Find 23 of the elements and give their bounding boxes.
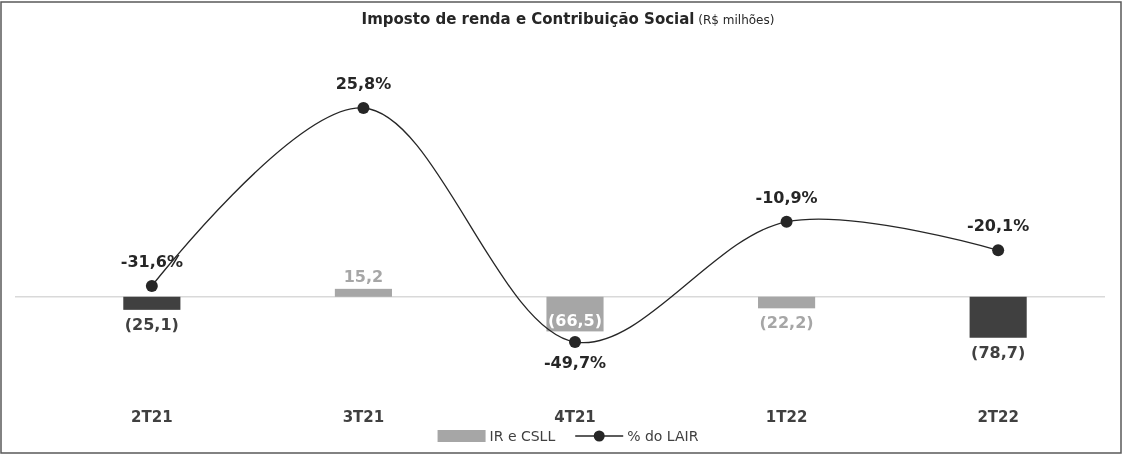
text: (R$ milhões) [694, 13, 775, 27]
point [569, 336, 581, 349]
data-label: (22,2) [759, 313, 814, 333]
data-label: -20,1% [967, 216, 1030, 236]
x-tick-label: 1T22 [765, 407, 808, 426]
data-label: (66,5) [547, 311, 603, 331]
data-label: -49,7% [543, 353, 607, 373]
data-label: (78,7) [971, 342, 1026, 362]
point [357, 102, 370, 115]
x-tick-label: 2T21 [131, 407, 173, 426]
point [992, 244, 1005, 257]
point [780, 215, 793, 228]
point [145, 279, 158, 292]
data-label: -10,9% [755, 187, 818, 207]
x-tick-label: 2T22 [977, 407, 1019, 426]
text: Imposto de renda e Contribuição Social [361, 10, 695, 28]
legend-label: IR e CSLL [489, 428, 556, 444]
legend-label: % do LAIR [627, 428, 699, 444]
x-tick-label: 3T21 [342, 407, 385, 426]
data-label: (25,1) [124, 314, 179, 334]
x-tick-label: 4T21 [554, 407, 596, 426]
data-label: 25,8% [335, 74, 392, 94]
data-label: 15,2 [343, 266, 384, 286]
